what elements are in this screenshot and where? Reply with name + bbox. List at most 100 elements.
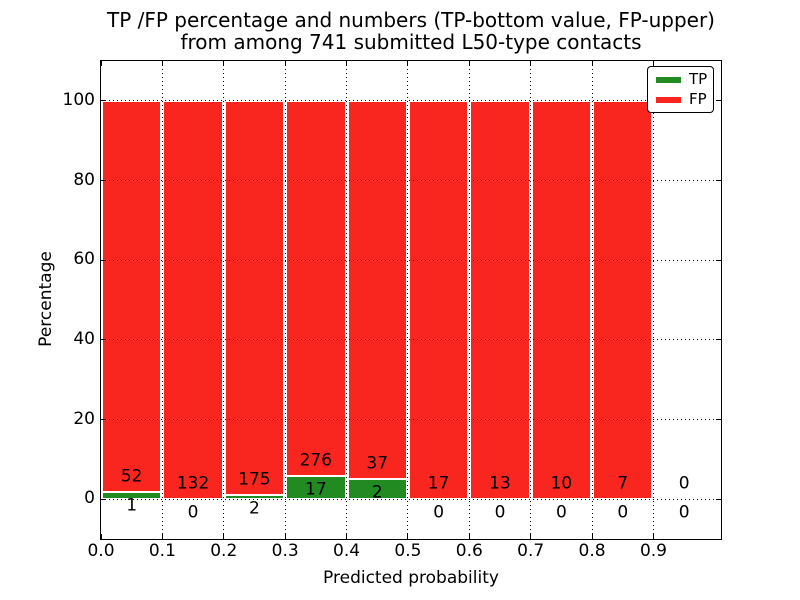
fp-count-label: 132 bbox=[176, 473, 210, 494]
gridline-vertical bbox=[530, 61, 532, 539]
fp-count-label: 175 bbox=[238, 469, 271, 490]
bar-fp-segment bbox=[102, 100, 162, 492]
fp-count-label: 10 bbox=[550, 473, 573, 494]
gridline-vertical bbox=[161, 61, 163, 539]
tp-count-label: 17 bbox=[305, 479, 327, 500]
fp-count-label: 276 bbox=[299, 450, 333, 471]
y-tick-mark-left bbox=[101, 339, 106, 341]
bar-fp-segment bbox=[224, 100, 285, 495]
fp-count-label: 7 bbox=[617, 473, 629, 494]
x-tick-mark-bottom bbox=[346, 534, 348, 539]
tp-color-swatch bbox=[655, 75, 682, 84]
y-tick-label: 60 bbox=[73, 249, 95, 270]
x-tick-mark-top bbox=[223, 61, 225, 66]
x-tick-mark-top bbox=[161, 61, 163, 66]
x-tick-label: 0.6 bbox=[455, 541, 483, 561]
legend-label-fp: FP bbox=[689, 90, 707, 108]
x-tick-label: 0.9 bbox=[639, 541, 667, 561]
fp-count-label: 17 bbox=[427, 473, 450, 494]
legend-entry-fp: FP bbox=[655, 90, 707, 108]
tp-count-label: 2 bbox=[371, 482, 383, 503]
x-tick-mark-top bbox=[468, 61, 470, 66]
gridline-horizontal bbox=[101, 498, 721, 500]
bar-fp-segment bbox=[408, 100, 469, 500]
gridline-horizontal bbox=[101, 180, 721, 181]
y-tick-mark-right bbox=[716, 259, 721, 261]
bar-tp-segment bbox=[347, 478, 407, 500]
x-tick-mark-bottom bbox=[223, 534, 225, 539]
fp-color-swatch bbox=[655, 95, 682, 104]
gridline-vertical bbox=[591, 61, 593, 539]
legend: TP FP bbox=[647, 66, 714, 113]
y-tick-label: 40 bbox=[73, 328, 95, 349]
x-axis-label: Predicted probability bbox=[323, 568, 499, 588]
fp-count-label: 13 bbox=[489, 473, 511, 494]
x-tick-mark-bottom bbox=[161, 534, 163, 539]
legend-entry-tp: TP bbox=[655, 70, 708, 88]
gridline-vertical bbox=[223, 61, 225, 539]
tp-count-label: 0 bbox=[617, 502, 629, 523]
gridline-vertical bbox=[284, 61, 286, 539]
gridline-horizontal bbox=[101, 259, 721, 261]
x-tick-mark-top bbox=[346, 61, 348, 66]
x-tick-label: 0.1 bbox=[148, 541, 176, 561]
gridline-vertical bbox=[652, 61, 654, 539]
plot-area bbox=[100, 61, 721, 539]
x-tick-mark-bottom bbox=[284, 534, 286, 539]
x-tick-mark-top bbox=[591, 61, 593, 66]
x-tick-mark-top bbox=[407, 61, 409, 66]
tp-count-label: 0 bbox=[433, 502, 445, 523]
legend-label-tp: TP bbox=[689, 70, 708, 88]
fp-count-label: 37 bbox=[366, 453, 389, 474]
bar-fp-segment bbox=[531, 100, 592, 500]
y-tick-mark-right bbox=[716, 419, 721, 420]
y-tick-mark-left bbox=[101, 259, 106, 261]
y-tick-mark-left bbox=[101, 498, 106, 500]
x-tick-mark-bottom bbox=[100, 534, 102, 539]
plot-axes-frame bbox=[100, 60, 722, 540]
tp-count-label: 0 bbox=[555, 502, 567, 523]
x-tick-label: 0.5 bbox=[394, 541, 422, 561]
x-tick-mark-bottom bbox=[591, 534, 593, 539]
y-tick-label: 0 bbox=[84, 488, 95, 509]
y-tick-mark-left bbox=[101, 419, 106, 420]
gridline-vertical bbox=[407, 61, 409, 539]
tp-count-label: 0 bbox=[494, 502, 506, 523]
y-tick-mark-right bbox=[716, 498, 721, 500]
y-tick-label: 20 bbox=[73, 408, 95, 429]
gridline-horizontal bbox=[101, 339, 721, 341]
chart-title: TP /FP percentage and numbers (TP-bottom… bbox=[107, 9, 715, 53]
bar-fp-segment bbox=[163, 100, 223, 500]
x-tick-label: 0.2 bbox=[210, 541, 238, 561]
gridline-horizontal bbox=[101, 419, 721, 420]
x-tick-mark-bottom bbox=[468, 534, 470, 539]
x-tick-mark-bottom bbox=[407, 534, 409, 539]
bar-fp-segment bbox=[286, 100, 346, 477]
x-tick-label: 0.3 bbox=[271, 541, 299, 561]
y-tick-mark-right bbox=[716, 100, 721, 102]
tp-count-label: 2 bbox=[249, 498, 260, 519]
gridline-horizontal bbox=[101, 100, 721, 102]
y-tick-label: 100 bbox=[62, 89, 95, 110]
chart-title-line1: TP /FP percentage and numbers (TP-bottom… bbox=[107, 8, 715, 32]
bar-fp-segment bbox=[470, 100, 530, 500]
x-tick-label: 0.0 bbox=[87, 541, 115, 561]
x-tick-mark-top bbox=[284, 61, 286, 66]
x-tick-mark-top bbox=[100, 61, 102, 66]
y-tick-label: 80 bbox=[73, 169, 95, 190]
tp-count-label: 0 bbox=[187, 502, 199, 523]
x-tick-label: 0.7 bbox=[517, 541, 545, 561]
fp-count-label: 0 bbox=[678, 473, 690, 494]
bar-tp-segment bbox=[286, 476, 346, 500]
y-tick-mark-left bbox=[101, 100, 106, 102]
x-tick-mark-bottom bbox=[530, 534, 532, 539]
bar-fp-segment bbox=[347, 100, 407, 479]
y-tick-mark-right bbox=[716, 339, 721, 341]
y-tick-mark-left bbox=[101, 180, 106, 181]
y-tick-mark-right bbox=[716, 180, 721, 181]
gridline-vertical bbox=[346, 61, 348, 539]
bar-fp-segment bbox=[593, 100, 653, 500]
tp-count-label: 0 bbox=[678, 502, 690, 523]
fp-count-label: 52 bbox=[120, 466, 143, 487]
